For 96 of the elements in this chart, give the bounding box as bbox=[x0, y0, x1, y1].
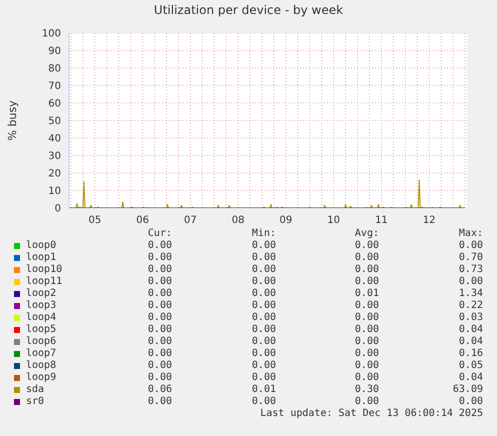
text: 0.00 bbox=[354, 360, 379, 371]
legend-label: loop3 bbox=[26, 300, 56, 311]
chart-title: Utilization per device - by week bbox=[152, 3, 344, 17]
text: 0.00 bbox=[354, 324, 379, 335]
y-tick-label: 40 bbox=[48, 134, 61, 145]
text: Cur: bbox=[148, 228, 172, 239]
text: 0.00 bbox=[252, 288, 276, 299]
y-tick-label: 100 bbox=[42, 28, 61, 40]
text: 0.04 bbox=[458, 324, 483, 335]
y-tick-label: 10 bbox=[48, 186, 61, 198]
legend-label: loop7 bbox=[26, 348, 56, 359]
text: 0.03 bbox=[458, 312, 483, 323]
text: Last update: Sat Dec 13 06:00:14 2025 bbox=[260, 408, 483, 419]
text: 0.00 bbox=[148, 372, 172, 383]
text: 0.06 bbox=[148, 384, 172, 395]
legend-label: loop6 bbox=[26, 336, 56, 347]
text: 0.00 bbox=[148, 312, 172, 323]
legend-label: loop2 bbox=[26, 288, 56, 299]
text: 0.00 bbox=[252, 360, 276, 371]
text: 0.00 bbox=[354, 276, 379, 287]
text: 0.00 bbox=[148, 360, 172, 371]
text: 0.00 bbox=[354, 252, 379, 263]
text: 0.30 bbox=[354, 384, 379, 395]
text: Max: bbox=[458, 228, 483, 239]
legend-label: loop8 bbox=[26, 360, 56, 371]
text: 0.01 bbox=[354, 288, 379, 299]
text: 0.00 bbox=[148, 396, 172, 407]
y-axis-title: % busy bbox=[6, 100, 19, 141]
legend-label: loop10 bbox=[26, 264, 62, 275]
text: 0.00 bbox=[354, 372, 379, 383]
text: 0.00 bbox=[354, 240, 379, 251]
text: 0.73 bbox=[458, 264, 483, 275]
text: 0.00 bbox=[148, 300, 172, 311]
legend-label: loop5 bbox=[26, 324, 56, 335]
text: 1.34 bbox=[458, 288, 483, 299]
text: 0.00 bbox=[252, 300, 276, 311]
text: 0.00 bbox=[148, 240, 172, 251]
text: 0.00 bbox=[148, 276, 172, 287]
text: 0.00 bbox=[252, 240, 276, 251]
text: 63.09 bbox=[452, 384, 483, 395]
x-tick-label: 11 bbox=[375, 215, 388, 226]
text: 0.00 bbox=[252, 372, 276, 383]
legend-label: loop1 bbox=[26, 252, 56, 263]
legend-label: loop0 bbox=[26, 240, 56, 251]
y-tick-label: 80 bbox=[48, 64, 61, 75]
text: 0.00 bbox=[354, 300, 379, 311]
legend-label: loop11 bbox=[26, 276, 62, 287]
x-tick-label: 06 bbox=[136, 215, 149, 226]
legend-label: sr0 bbox=[26, 396, 44, 407]
text: 0.00 bbox=[354, 336, 379, 347]
text: 0.00 bbox=[458, 240, 483, 251]
text: 0.05 bbox=[458, 360, 483, 371]
text: 0.00 bbox=[148, 336, 172, 347]
text: 0.00 bbox=[252, 276, 276, 287]
y-tick-label: 90 bbox=[48, 46, 61, 58]
text: 0.00 bbox=[148, 252, 172, 263]
legend-label: sda bbox=[26, 384, 44, 395]
text: 0.00 bbox=[252, 312, 276, 323]
legend-label: loop4 bbox=[26, 312, 56, 323]
y-tick-label: 50 bbox=[48, 116, 61, 128]
x-tick-label: 05 bbox=[88, 215, 102, 226]
x-tick-label: 08 bbox=[232, 215, 245, 226]
x-tick-label: 10 bbox=[327, 215, 340, 226]
text: 0.00 bbox=[252, 348, 276, 359]
y-tick-label: 30 bbox=[48, 151, 61, 162]
text: 0.00 bbox=[458, 276, 483, 287]
text: 0.00 bbox=[354, 396, 379, 407]
y-tick-label: 0 bbox=[54, 204, 61, 215]
text: 0.00 bbox=[148, 288, 172, 299]
text: Min: bbox=[252, 228, 276, 239]
text: 0.00 bbox=[354, 348, 379, 359]
text: 0.70 bbox=[458, 252, 483, 263]
y-tick-label: 70 bbox=[48, 81, 61, 92]
text: 0.00 bbox=[252, 336, 276, 347]
text: 0.00 bbox=[354, 312, 379, 323]
text: 0.22 bbox=[458, 300, 483, 311]
text: 0.00 bbox=[458, 396, 483, 407]
text: 0.00 bbox=[252, 324, 276, 335]
text: 0.00 bbox=[252, 396, 276, 407]
text: 0.00 bbox=[354, 264, 379, 275]
text: 0.16 bbox=[458, 348, 483, 359]
text: 0.01 bbox=[252, 384, 276, 395]
text: Avg: bbox=[354, 228, 379, 239]
text: 0.00 bbox=[252, 264, 276, 275]
legend-label: loop9 bbox=[26, 372, 56, 383]
text: 0.00 bbox=[148, 324, 172, 335]
y-tick-label: 20 bbox=[48, 168, 61, 180]
text: 0.04 bbox=[458, 372, 483, 383]
text: 0.04 bbox=[458, 336, 483, 347]
x-tick-label: 09 bbox=[280, 215, 292, 226]
x-tick-label: 12 bbox=[422, 215, 436, 226]
text: 0.00 bbox=[148, 348, 172, 359]
text: 0.00 bbox=[252, 252, 276, 263]
y-tick-label: 60 bbox=[48, 98, 61, 110]
text: 0.00 bbox=[148, 264, 172, 275]
x-tick-label: 07 bbox=[184, 215, 197, 226]
